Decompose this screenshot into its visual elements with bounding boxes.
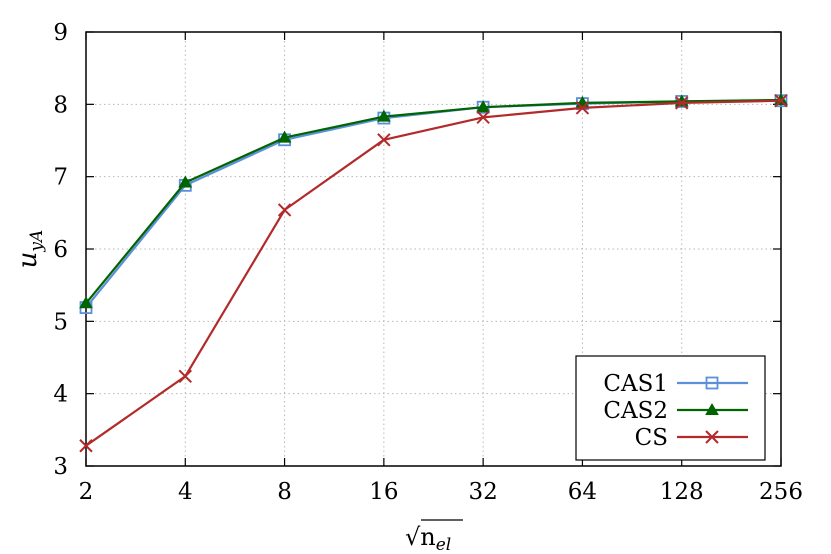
legend-label-cs: CS	[635, 425, 668, 451]
data-point-cs	[675, 96, 689, 110]
y-axis-label-main: u	[13, 252, 43, 269]
series-line-cs	[85, 99, 782, 447]
legend-box	[575, 355, 766, 461]
data-point-cas2	[277, 130, 292, 143]
legend-marker-cs	[705, 430, 719, 444]
x-axis-label: √nel	[405, 523, 451, 554]
data-point-cs	[774, 94, 788, 108]
x-tick-label: 8	[277, 479, 292, 505]
cross-stroke	[575, 101, 590, 115]
x-tick-label: 32	[469, 479, 498, 505]
cross-stroke	[705, 430, 719, 444]
y-axis-label: uyA	[13, 230, 47, 269]
x-tick-label: 16	[369, 479, 398, 505]
series-cs	[79, 94, 788, 453]
data-point-cas2	[476, 100, 491, 113]
legend-marker-cas1	[705, 376, 719, 390]
data-point-cs	[476, 110, 490, 125]
series-layer	[79, 92, 788, 453]
y-tick-label: 7	[53, 165, 68, 191]
data-point-cas2	[178, 175, 193, 188]
series-line-cas1	[85, 99, 782, 309]
legend-marker-cas2	[705, 402, 719, 415]
x-tick-label: 4	[178, 479, 193, 505]
x-tick-label: 128	[660, 479, 704, 505]
axis-ticks: 2 4 8 16 32 64 128 256 3 4 5 6 7 8 9	[53, 20, 803, 505]
series-cas2	[79, 92, 788, 309]
cross-stroke	[476, 110, 490, 125]
cross-stroke	[79, 439, 93, 453]
y-tick-label: 9	[53, 20, 68, 46]
y-tick-label: 8	[53, 92, 68, 118]
data-point-cas2	[774, 92, 788, 105]
x-tick-label: 2	[79, 479, 94, 505]
y-axis-label-sub: yA	[27, 230, 47, 253]
data-point-cas2	[376, 109, 391, 122]
x-axis-label-main: √n	[405, 523, 436, 551]
data-point-cs	[79, 439, 93, 453]
data-point-cs	[178, 369, 192, 384]
x-axis-label-sub: el	[436, 535, 452, 554]
y-tick-label: 5	[53, 309, 68, 335]
y-tick-label: 6	[53, 237, 68, 263]
series-line-cas2	[85, 98, 782, 304]
data-point-cs	[277, 203, 292, 217]
x-tick-label: 64	[568, 479, 597, 505]
cross-stroke	[774, 94, 788, 108]
cross-stroke	[277, 203, 292, 217]
y-tick-label: 3	[53, 454, 68, 480]
cross-stroke	[675, 96, 689, 110]
x-tick-label: 256	[759, 479, 803, 505]
cross-stroke	[377, 133, 391, 147]
legend-label-cas2: CAS2	[603, 398, 668, 424]
y-tick-label: 4	[53, 382, 68, 408]
data-point-cs	[377, 133, 391, 147]
legend-label-cas1: CAS1	[603, 371, 668, 397]
data-point-cas2	[79, 296, 93, 309]
cross-stroke	[178, 369, 192, 384]
data-point-cs	[575, 101, 590, 115]
